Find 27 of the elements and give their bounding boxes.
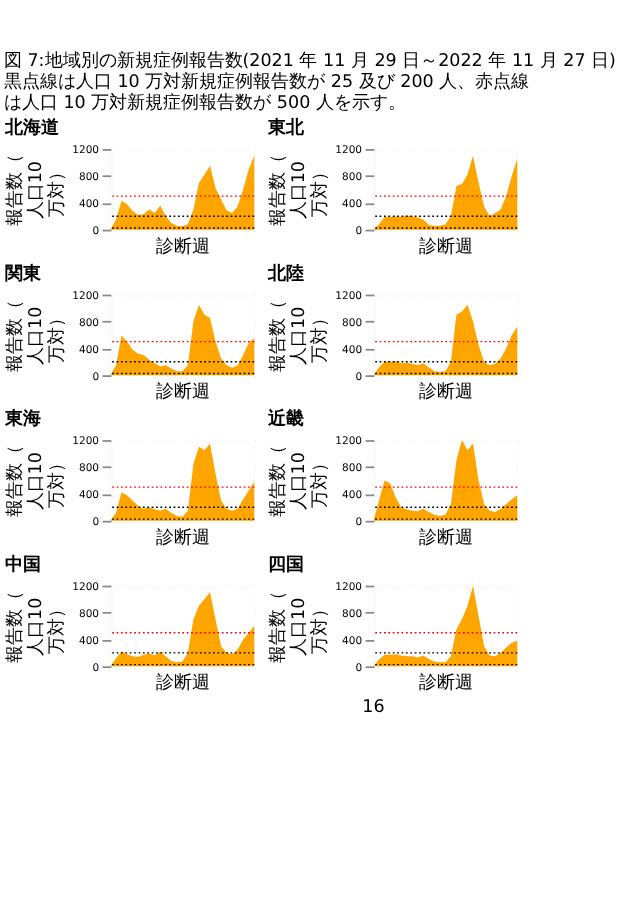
text: 黒点線は人口 10 万対新規症例報告数が 25 及び 200 人、赤点線は人口 10 万対新規症例報告数が 500 人を示す。 [3, 70, 530, 114]
x-axis-title: 診断週 [419, 235, 474, 258]
y-axis-title: 報告数（人口10万対） [3, 590, 68, 663]
chart-title: 中国 [4, 553, 41, 576]
y-axis-title: 報告数（人口10万対） [3, 299, 68, 372]
chart-title: 東海 [2, 408, 41, 431]
x-axis-title: 診断週 [419, 672, 474, 695]
y-axis-title: 報告数（人口10万対） [3, 154, 68, 227]
y-axis-title: 報告数（人口10万対） [266, 445, 331, 518]
chart-title: 北陸 [265, 262, 304, 285]
x-axis-title: 診断週 [419, 526, 474, 549]
chart-title: 四国 [267, 553, 304, 576]
chart-title: 北海道 [2, 117, 61, 140]
x-axis-title: 診断週 [156, 235, 211, 258]
x-axis-title: 診断週 [156, 672, 211, 695]
y-axis-title: 報告数（人口10万対） [266, 154, 331, 227]
x-axis-title: 診断週 [156, 381, 211, 404]
y-axis-title: 報告数（人口10万対） [266, 299, 331, 372]
chart-title: 近畿 [265, 408, 304, 431]
y-axis-title: 報告数（人口10万対） [3, 445, 68, 518]
chart-title: 東北 [265, 117, 306, 140]
chart-title: 関東 [4, 262, 43, 285]
text: 16 [362, 697, 386, 718]
x-axis-title: 診断週 [419, 381, 474, 404]
x-axis-title: 診断週 [156, 526, 211, 549]
text: 図 7:地域別の新規症例報告数(2021 年 11 月 29 日～2022 年 11 月 27 日) [3, 49, 616, 72]
y-axis-title: 報告数（人口10万対） [266, 590, 331, 663]
